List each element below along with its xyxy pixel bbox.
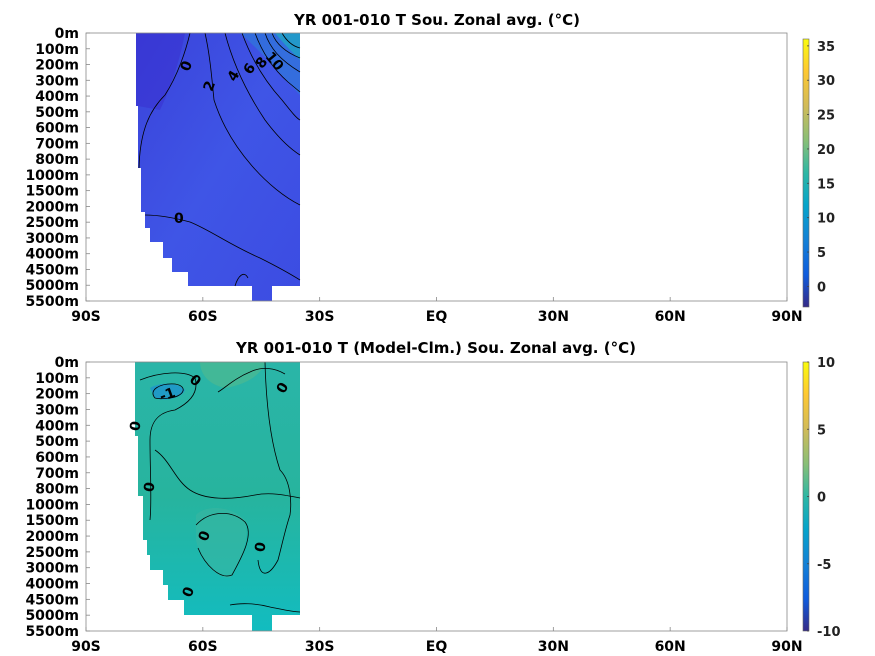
- panel-2-contour-label: 0: [141, 481, 158, 494]
- panel-2-y-tick-label: 5000m: [25, 608, 79, 624]
- panel-2-x-tick-label: 60S: [188, 639, 218, 655]
- panel-2-colorbar-tick-label: -5: [817, 558, 831, 573]
- panel-1-x-tick-label: 90N: [771, 309, 802, 325]
- panel-1-y-tick-label: 600m: [35, 121, 79, 137]
- panel-1-y-tick-label: 500m: [35, 105, 79, 121]
- panel-1-x-tick-label: 90S: [71, 309, 101, 325]
- panel-2-y-tick-label: 100m: [35, 371, 79, 387]
- panel-2-y-tick-label: 0m: [55, 355, 79, 371]
- panel-2-data-field: [135, 362, 300, 631]
- panel-2-x-tick-label: 30S: [305, 639, 335, 655]
- panel-1-colorbar-tick-label: 25: [817, 109, 835, 124]
- panel-1-x-tick-label: EQ: [426, 309, 448, 325]
- panel-2-y-tick-label: 400m: [35, 418, 79, 434]
- panel-1-colorbar-tick-label: 15: [817, 177, 835, 192]
- panel-1-colorbar-ticks: 35 30 25 20 15 10 5 0: [807, 40, 835, 295]
- panel-1-colorbar: [802, 38, 810, 308]
- panel-1-title: YR 001-010 T Sou. Zonal avg. (°C): [293, 11, 580, 29]
- panel-1-colorbar-tick-label: 35: [817, 40, 835, 55]
- panel-2-x-tick-label: 90N: [771, 639, 802, 655]
- panel-2-x-tick-label: 60N: [655, 639, 686, 655]
- panel-1-colorbar-tick-label: 10: [817, 212, 835, 227]
- panel-2-warm-band: [196, 508, 247, 578]
- panel-2-x-ticks: 90S 60S 30S EQ 30N 60N 90N: [71, 627, 803, 655]
- panel-2-y-tick-label: 5500m: [25, 624, 79, 640]
- panel-2-colorbar-tick-label: 10: [817, 356, 835, 371]
- panel-1-y-tick-label: 0m: [55, 26, 79, 42]
- panel-1-colorbar-tick-label: 0: [817, 280, 826, 295]
- panel-1-y-tick-label: 2000m: [25, 199, 79, 215]
- panel-2-y-tick-label: 300m: [35, 402, 79, 418]
- panel-2-y-tick-label: 200m: [35, 387, 79, 403]
- panel-2-contours: [139, 361, 301, 613]
- panel-2-y-tick-label: 2000m: [25, 529, 79, 545]
- panel-2-y-tick-label: 800m: [35, 482, 79, 498]
- panel-2-contour-label: 0: [252, 541, 269, 554]
- panel-1-y-tick-label: 700m: [35, 136, 79, 152]
- panel-2-y-tick-label: 4500m: [25, 592, 79, 608]
- panel-1: YR 001-010 T Sou. Zonal avg. (°C) 0 2 4 …: [25, 11, 835, 325]
- panel-2-contour-label: -1: [158, 385, 178, 405]
- panel-1-y-tick-label: 400m: [35, 89, 79, 105]
- panel-2-y-tick-label: 2500m: [25, 545, 79, 561]
- panel-2-y-tick-label: 500m: [35, 434, 79, 450]
- panel-2-y-tick-label: 1500m: [25, 513, 79, 529]
- panel-1-cold-shelf: [136, 33, 185, 110]
- panel-1-x-ticks: 90S 60S 30S EQ 30N 60N 90N: [71, 297, 803, 325]
- panel-1-x-tick-label: 60S: [188, 309, 218, 325]
- panel-2-contour-label: 0: [127, 420, 144, 433]
- panel-2-y-tick-label: 4000m: [25, 577, 79, 593]
- panel-1-y-tick-label: 5000m: [25, 278, 79, 294]
- panel-2-x-tick-label: 90S: [71, 639, 101, 655]
- panel-1-x-tick-label: 60N: [655, 309, 686, 325]
- panel-1-y-tick-label: 800m: [35, 152, 79, 168]
- panel-1-y-tick-label: 4500m: [25, 262, 79, 278]
- panel-2-title: YR 001-010 T (Model-Clm.) Sou. Zonal avg…: [235, 339, 636, 357]
- panel-1-y-tick-label: 4000m: [25, 247, 79, 263]
- panel-1-colorbar-tick-label: 20: [817, 143, 835, 158]
- panel-2-colorbar-tick-label: 0: [817, 491, 826, 506]
- panel-2-colorbar-ticks: 10 5 0 -5 -10: [807, 356, 841, 640]
- panel-1-y-tick-label: 300m: [35, 73, 79, 89]
- panel-1-warm-corner: [240, 33, 300, 95]
- panel-2-x-tick-label: 30N: [538, 639, 569, 655]
- panel-2: YR 001-010 T (Model-Clm.) Sou. Zonal avg…: [25, 339, 840, 655]
- panel-2-y-tick-label: 1000m: [25, 497, 79, 513]
- panel-2-y-tick-label: 3000m: [25, 561, 79, 577]
- panel-2-colorbar-tick-label: 5: [817, 423, 826, 438]
- panel-2-cool-patch: [150, 383, 185, 400]
- panel-1-y-tick-label: 3000m: [25, 231, 79, 247]
- panel-2-x-tick-label: EQ: [426, 639, 448, 655]
- panel-1-contour-label: 0: [174, 211, 184, 227]
- panel-1-data-field: [136, 33, 300, 301]
- panel-1-y-tick-label: 2500m: [25, 215, 79, 231]
- panel-2-warm-patch: [200, 362, 265, 388]
- panel-1-y-ticks: 0m100m200m300m400m500m600m700m800m1000m1…: [25, 26, 90, 310]
- panel-1-colorbar-tick-label: 5: [817, 246, 826, 261]
- panel-1-y-tick-label: 200m: [35, 58, 79, 74]
- panel-1-contours: [138, 32, 301, 287]
- panel-1-x-tick-label: 30N: [538, 309, 569, 325]
- panel-1-y-tick-label: 1500m: [25, 184, 79, 200]
- panel-1-y-tick-label: 100m: [35, 42, 79, 58]
- panel-1-x-tick-label: 30S: [305, 309, 335, 325]
- panel-1-warm-core: [275, 33, 300, 60]
- panel-1-y-tick-label: 1000m: [25, 168, 79, 184]
- panel-2-y-ticks: 0m100m200m300m400m500m600m700m800m1000m1…: [25, 355, 90, 640]
- panel-1-colorbar-tick-label: 30: [817, 74, 835, 89]
- panel-2-y-tick-label: 600m: [35, 450, 79, 466]
- panel-2-colorbar-tick-label: -10: [817, 625, 841, 640]
- panel-1-y-tick-label: 5500m: [25, 294, 79, 310]
- panel-2-y-tick-label: 700m: [35, 466, 79, 482]
